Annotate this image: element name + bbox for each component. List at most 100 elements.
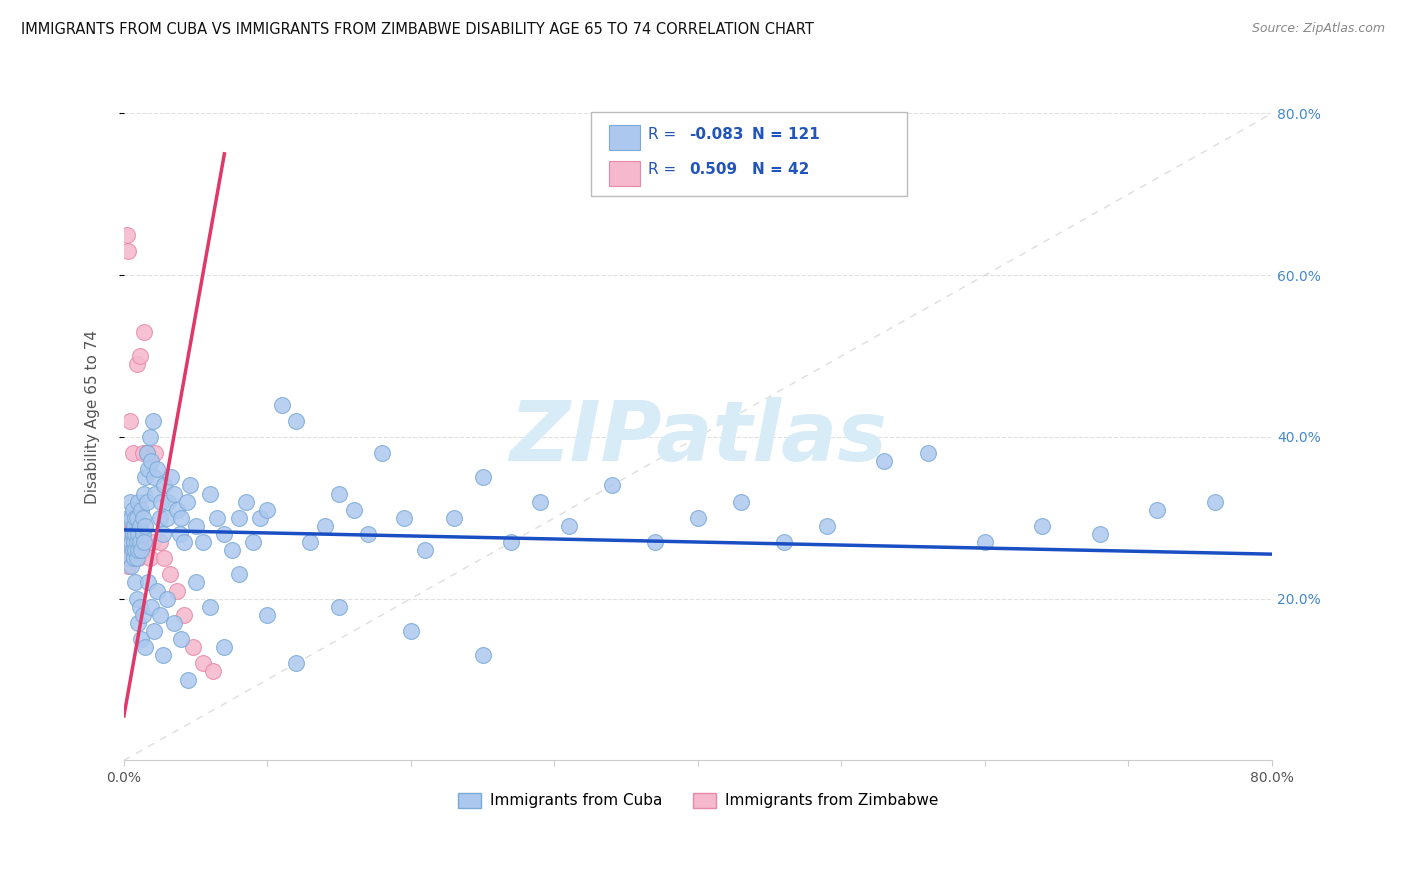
Point — [141, 454, 163, 468]
Point — [120, 510, 142, 524]
Point — [285, 657, 308, 671]
Point — [730, 494, 752, 508]
Point — [128, 535, 150, 549]
Point — [117, 527, 139, 541]
Point — [134, 519, 156, 533]
Point — [221, 543, 243, 558]
Point — [131, 527, 153, 541]
Point — [299, 535, 322, 549]
Point — [142, 414, 165, 428]
Point — [357, 527, 380, 541]
Point — [115, 535, 138, 549]
Point — [773, 535, 796, 549]
Point — [131, 607, 153, 622]
Point — [198, 486, 221, 500]
Point — [153, 551, 176, 566]
Point — [124, 535, 146, 549]
Point — [443, 510, 465, 524]
Text: -0.083: -0.083 — [689, 127, 744, 142]
Point — [114, 527, 136, 541]
Point — [118, 494, 141, 508]
Point — [135, 446, 157, 460]
Point — [145, 446, 167, 460]
Text: N = 42: N = 42 — [752, 162, 810, 178]
Point — [1031, 519, 1053, 533]
Point — [118, 551, 141, 566]
Point — [143, 470, 166, 484]
Point — [141, 599, 163, 614]
Point — [122, 527, 145, 541]
Point — [127, 494, 149, 508]
Point — [170, 510, 193, 524]
Point — [128, 349, 150, 363]
Point — [974, 535, 997, 549]
Point — [139, 551, 162, 566]
Text: 0.509: 0.509 — [689, 162, 737, 178]
Point — [1088, 527, 1111, 541]
Point — [115, 227, 138, 242]
Point — [191, 657, 214, 671]
Point — [118, 527, 141, 541]
Point — [392, 510, 415, 524]
Point — [136, 462, 159, 476]
Point — [815, 519, 838, 533]
Point — [125, 510, 148, 524]
Point — [399, 624, 422, 638]
Point — [132, 535, 155, 549]
Point — [177, 673, 200, 687]
Point — [120, 559, 142, 574]
Point — [149, 510, 172, 524]
Point — [135, 494, 157, 508]
Point — [342, 502, 364, 516]
Point — [114, 543, 136, 558]
Point — [644, 535, 666, 549]
Point — [1204, 494, 1226, 508]
Point — [149, 535, 172, 549]
Point — [117, 244, 139, 258]
Point — [214, 640, 236, 655]
Point — [413, 543, 436, 558]
Point — [125, 535, 148, 549]
Point — [132, 325, 155, 339]
Point — [125, 551, 148, 566]
Point — [134, 640, 156, 655]
Text: R =: R = — [648, 127, 682, 142]
Point — [166, 583, 188, 598]
Point — [124, 575, 146, 590]
Point — [121, 535, 143, 549]
Point — [166, 502, 188, 516]
Point — [181, 640, 204, 655]
Point — [256, 607, 278, 622]
Point — [122, 535, 145, 549]
Point — [124, 510, 146, 524]
Point — [145, 486, 167, 500]
Point — [127, 527, 149, 541]
Point — [201, 665, 224, 679]
Point — [205, 510, 228, 524]
Point — [124, 527, 146, 541]
Point — [125, 551, 148, 566]
Point — [127, 543, 149, 558]
Point — [124, 519, 146, 533]
Point — [129, 502, 152, 516]
Point — [160, 470, 183, 484]
Point — [173, 535, 195, 549]
Point — [328, 486, 350, 500]
Point — [121, 527, 143, 541]
Point — [169, 527, 191, 541]
Point — [128, 599, 150, 614]
Text: Source: ZipAtlas.com: Source: ZipAtlas.com — [1251, 22, 1385, 36]
Point — [153, 478, 176, 492]
Point — [121, 502, 143, 516]
Point — [134, 543, 156, 558]
Point — [198, 599, 221, 614]
Legend: Immigrants from Cuba, Immigrants from Zimbabwe: Immigrants from Cuba, Immigrants from Zi… — [451, 787, 945, 814]
Point — [117, 551, 139, 566]
Point — [228, 510, 250, 524]
Point — [139, 430, 162, 444]
Point — [121, 446, 143, 460]
Point — [115, 551, 138, 566]
Point — [214, 527, 236, 541]
Point — [146, 462, 169, 476]
Point — [471, 648, 494, 663]
